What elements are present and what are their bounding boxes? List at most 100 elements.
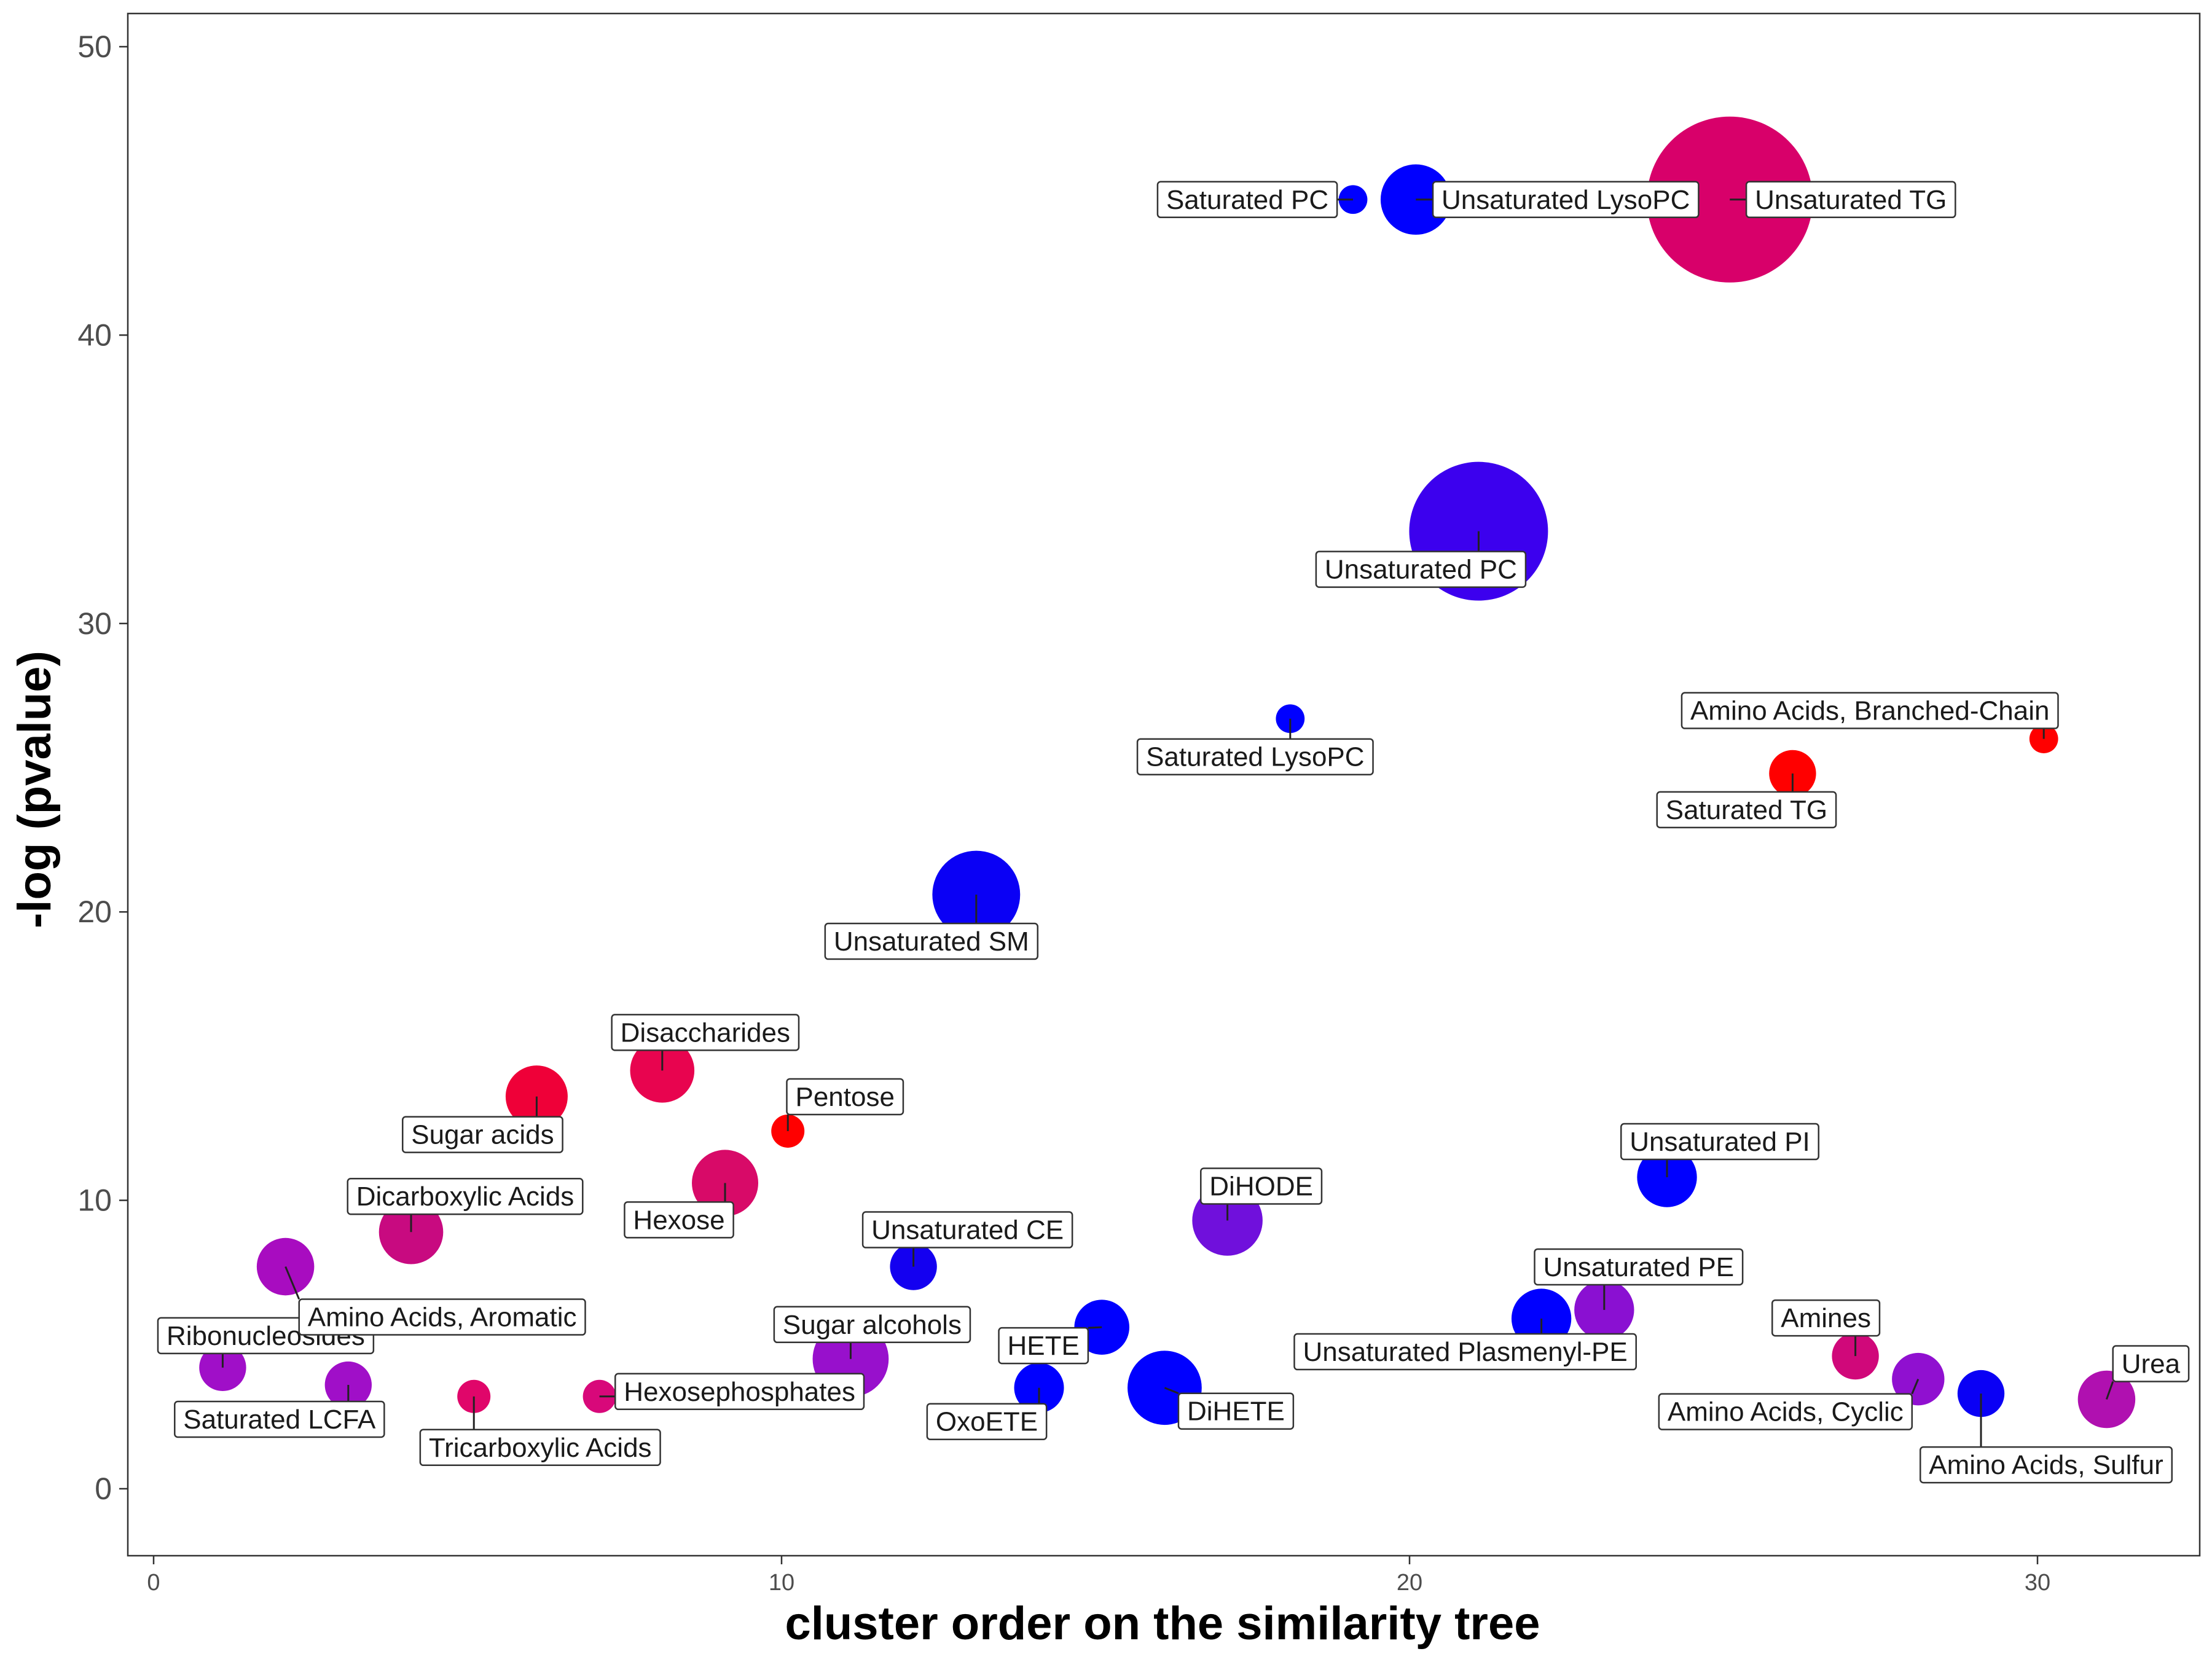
point-label-box: [1745, 181, 1956, 219]
point-label-text: Amino Acids, Branched-Chain: [1690, 696, 2050, 726]
y-tick-label: 50: [77, 29, 112, 64]
point-label-amino-acids-cyclic: Amino Acids, Cyclic: [1658, 1393, 1913, 1430]
point-label-text: Amines: [1781, 1303, 1871, 1333]
point-label-box: [2112, 1345, 2190, 1382]
point-label-saturated-tg: Saturated TG: [1656, 791, 1837, 829]
point-label-dicarboxylic-acids: Dicarboxylic Acids: [347, 1177, 584, 1215]
point-label-text: Hexose: [633, 1205, 724, 1235]
point-label-text: Saturated PC: [1166, 185, 1328, 215]
point-label-box: [1534, 1248, 1744, 1286]
point-label-box: [1156, 181, 1338, 219]
point-label-box: [926, 1403, 1048, 1440]
point-label-saturated-lcfa: Saturated LCFA: [174, 1400, 385, 1438]
point-label-box: [611, 1014, 800, 1051]
point-label-dihode: DiHODE: [1200, 1167, 1323, 1205]
y-tick-label: 0: [95, 1472, 112, 1506]
leader-line: [1164, 1387, 1179, 1395]
leader-line: [2106, 1381, 2114, 1400]
point-label-text: Unsaturated Plasmenyl-PE: [1303, 1337, 1627, 1367]
point-label-text: Hexosephosphates: [624, 1377, 855, 1407]
point-label-text: Saturated LCFA: [183, 1405, 376, 1435]
point-label-tricarboxylic-acids: Tricarboxylic Acids: [419, 1429, 661, 1467]
point-label-box: [614, 1373, 865, 1411]
point-label-amines: Amines: [1771, 1299, 1881, 1337]
point-label-hete: HETE: [998, 1327, 1089, 1365]
point-label-text: Disaccharides: [621, 1017, 790, 1048]
x-axis-title: cluster order on the similarity tree: [785, 1597, 1540, 1650]
axes-layer: 0 10 20 30 40 50 0 10 20 30: [77, 12, 2201, 1596]
point-label-text: Urea: [2122, 1349, 2181, 1379]
point-label-text: Unsaturated SM: [834, 927, 1029, 957]
point-label-text: Sugar acids: [411, 1120, 554, 1150]
leader-lines-layer: [221, 198, 2114, 1448]
point-label-text: Amino Acids, Aromatic: [308, 1303, 577, 1333]
point-label-text: Unsaturated PI: [1630, 1127, 1810, 1157]
point-label-text: Pentose: [795, 1082, 894, 1112]
point-label-dihete: DiHETE: [1177, 1392, 1295, 1430]
point-label-text: OxoETE: [936, 1407, 1038, 1437]
point-label-box: [1315, 551, 1527, 588]
point-label-unsaturated-pi: Unsaturated PI: [1620, 1123, 1820, 1161]
point-label-box: [773, 1306, 971, 1344]
leader-line: [284, 1266, 300, 1300]
point-label-amino-acids-sulfur: Amino Acids, Sulfur: [1920, 1446, 2173, 1484]
point-label-box: [1771, 1299, 1881, 1337]
point-label-text: Tricarboxylic Acids: [429, 1433, 652, 1463]
point-label-urea: Urea: [2112, 1345, 2190, 1382]
x-tick-label: 30: [2025, 1570, 2050, 1596]
point-label-saturated-lysopc: Saturated LysoPC: [1136, 738, 1374, 775]
point-label-text: Unsaturated PC: [1325, 555, 1517, 585]
point-label-oxoete: OxoETE: [926, 1403, 1048, 1440]
point-label-box: [1620, 1123, 1820, 1161]
point-label-box: [624, 1201, 734, 1239]
point-label-text: Unsaturated LysoPC: [1441, 185, 1690, 215]
bubble-amino-acids-sulfur: [1957, 1370, 2005, 1417]
point-label-unsaturated-plasmenyl-pe: Unsaturated Plasmenyl-PE: [1293, 1333, 1637, 1371]
point-label-box: [1920, 1446, 2173, 1484]
point-label-unsaturated-sm: Unsaturated SM: [824, 922, 1039, 960]
point-label-hexose: Hexose: [624, 1201, 734, 1239]
x-tick-label: 20: [1397, 1570, 1422, 1596]
plot-panel-border: [127, 12, 2201, 1557]
point-label-box: [998, 1327, 1089, 1365]
point-label-text: Unsaturated CE: [871, 1215, 1064, 1245]
point-label-hexosephosphates: Hexosephosphates: [614, 1373, 865, 1411]
point-label-text: Sugar alcohols: [783, 1310, 962, 1340]
point-label-box: [174, 1400, 385, 1438]
point-label-text: DiHETE: [1187, 1397, 1285, 1427]
point-label-text: Unsaturated PE: [1543, 1252, 1735, 1282]
point-label-box: [1681, 692, 2059, 729]
point-label-amino-acids-aromatic: Amino Acids, Aromatic: [298, 1298, 586, 1336]
point-label-unsaturated-pe: Unsaturated PE: [1534, 1248, 1744, 1286]
point-label-box: [298, 1298, 586, 1336]
point-label-box: [824, 922, 1039, 960]
point-label-saturated-pc: Saturated PC: [1156, 181, 1338, 219]
point-label-amino-acids-branched-chain: Amino Acids, Branched-Chain: [1681, 692, 2059, 729]
point-label-box: [1136, 738, 1374, 775]
point-label-box: [347, 1177, 584, 1215]
point-label-box: [419, 1429, 661, 1467]
point-label-box: [1293, 1333, 1637, 1371]
y-tick-label: 40: [77, 318, 112, 352]
point-label-box: [1200, 1167, 1323, 1205]
point-label-box: [1656, 791, 1837, 829]
y-axis-title: -log (pvalue): [9, 651, 61, 928]
point-label-sugar-alcohols: Sugar alcohols: [773, 1306, 971, 1344]
leader-line: [1911, 1379, 1920, 1395]
point-label-box: [1432, 181, 1700, 219]
point-label-text: DiHODE: [1209, 1171, 1313, 1201]
x-tick-label: 0: [147, 1570, 160, 1596]
point-label-text: Amino Acids, Sulfur: [1929, 1450, 2163, 1480]
point-label-text: Dicarboxylic Acids: [356, 1182, 575, 1212]
y-tick-label: 10: [77, 1183, 112, 1218]
point-label-box: [401, 1116, 563, 1153]
point-label-box: [861, 1211, 1073, 1248]
point-label-text: HETE: [1008, 1331, 1080, 1361]
point-label-unsaturated-pc: Unsaturated PC: [1315, 551, 1527, 588]
point-label-disaccharides: Disaccharides: [611, 1014, 800, 1051]
point-label-unsaturated-ce: Unsaturated CE: [861, 1211, 1073, 1248]
bubble-amino-acids-cyclic: [1892, 1352, 1945, 1406]
